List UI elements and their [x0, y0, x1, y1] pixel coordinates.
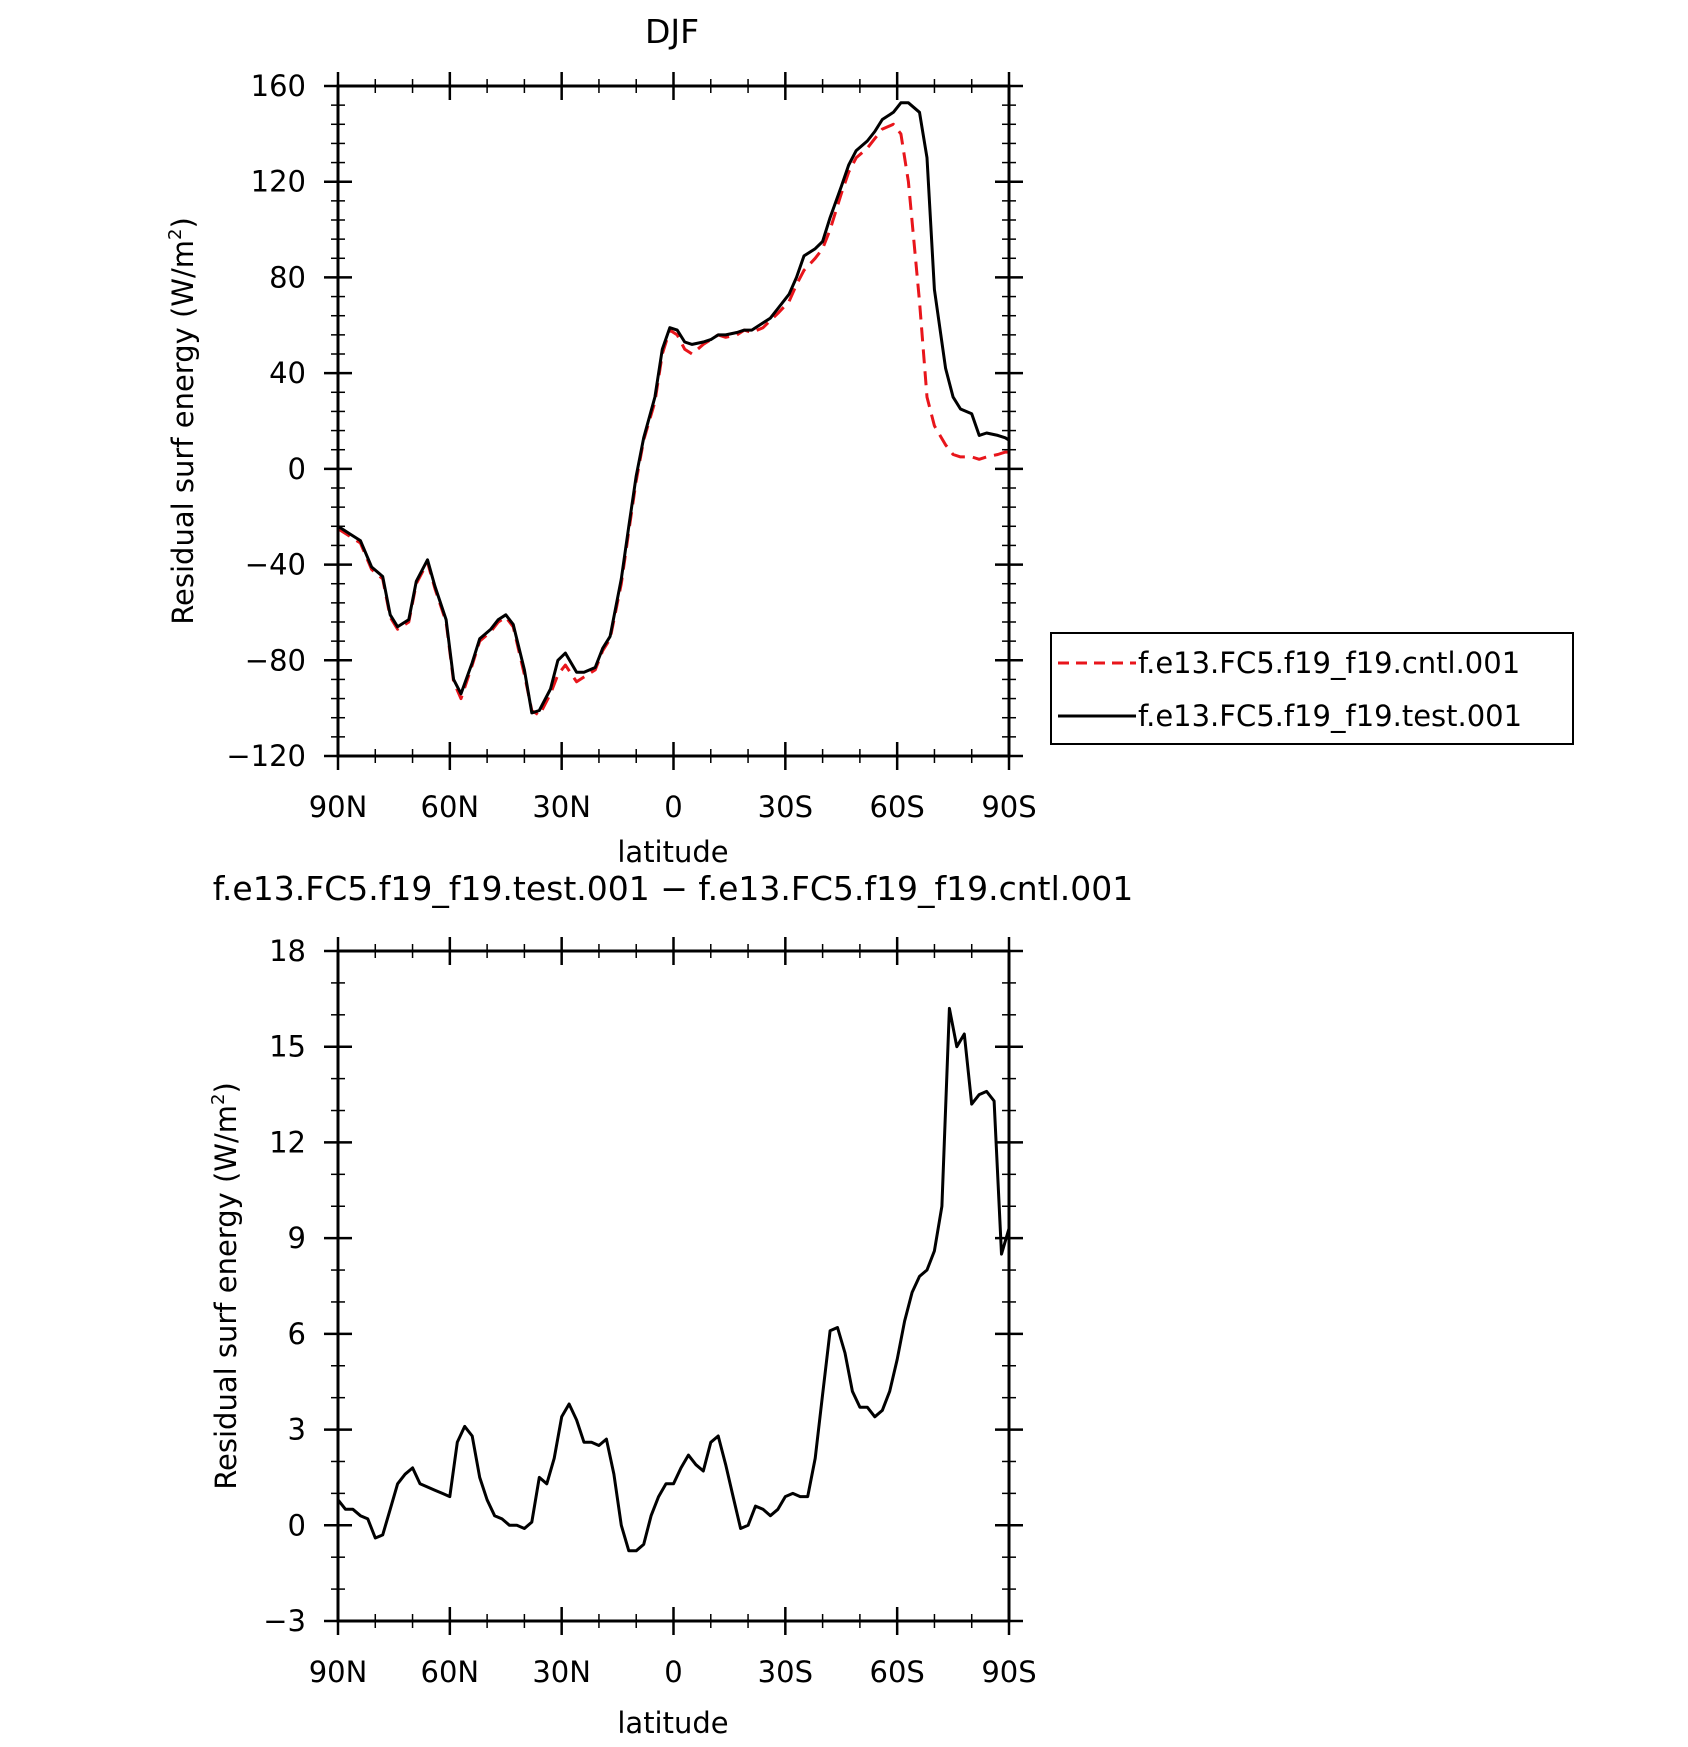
bottom-y-tick-labels: 18 15 12 9 6 3 0 −3 [263, 934, 306, 1638]
top-y-tick-labels: 160 120 80 40 0 −40 −80 −120 [226, 69, 306, 773]
bottom-y-tick-label: −3 [263, 1604, 306, 1638]
top-x-tick-label: 90N [309, 790, 368, 824]
bottom-plot-frame [336, 949, 1011, 1623]
bottom-y-axis-label-sup: 2 [208, 1094, 229, 1105]
bottom-x-tick-label: 90N [309, 1655, 368, 1689]
top-x-axis-label: latitude [617, 835, 728, 869]
bottom-x-tick-label: 30N [532, 1655, 591, 1689]
bottom-x-tick-label: 0 [664, 1655, 682, 1689]
top-y-axis-label-main: Residual surf energy (W/m [166, 240, 200, 625]
bottom-x-tick-label: 90S [981, 1655, 1036, 1689]
top-x-tick-label: 0 [664, 790, 682, 824]
top-chart-ticks [324, 72, 1023, 770]
bottom-x-tick-label: 30S [758, 1655, 813, 1689]
bottom-y-tick-label: 0 [288, 1508, 306, 1542]
bottom-y-tick-label: 6 [288, 1317, 306, 1351]
bottom-y-tick-label: 9 [288, 1221, 306, 1255]
bottom-chart-title: f.e13.FC5.f19_f19.test.001 − f.e13.FC5.f… [213, 869, 1134, 908]
bottom-chart-panel: f.e13.FC5.f19_f19.test.001 − f.e13.FC5.f… [208, 869, 1133, 1740]
top-y-axis-label-sup: 2 [165, 229, 186, 240]
top-y-axis-label-close: ) [166, 217, 200, 228]
top-x-tick-label: 60S [870, 790, 925, 824]
bottom-chart-series [336, 1006, 1011, 1553]
bottom-y-tick-label: 3 [288, 1413, 306, 1447]
top-y-tick-label: −120 [226, 739, 306, 773]
top-chart-series [337, 101, 1010, 717]
top-chart-panel: DJF 160 120 80 40 0 −40 −80 −120 90N 60N 30N 0 30S 6… [165, 12, 1574, 869]
bottom-series-line-0 [336, 1006, 1011, 1553]
legend-label-test: f.e13.FC5.f19_f19.test.001 [1138, 699, 1522, 733]
top-y-tick-label: 40 [269, 356, 306, 390]
top-y-tick-label: 0 [288, 452, 306, 486]
top-y-tick-label: 160 [251, 69, 306, 103]
top-y-tick-label: −40 [245, 548, 306, 582]
top-y-tick-label: 80 [269, 260, 306, 294]
top-x-tick-label: 90S [981, 790, 1036, 824]
bottom-y-axis-label-close: ) [209, 1082, 243, 1093]
bottom-y-tick-label: 15 [269, 1030, 306, 1064]
top-x-tick-label: 30N [532, 790, 591, 824]
bottom-x-axis-label: latitude [617, 1706, 728, 1740]
top-chart-title: DJF [645, 12, 699, 51]
top-x-tick-labels: 90N 60N 30N 0 30S 60S 90S [309, 790, 1037, 824]
legend-box [1050, 632, 1574, 745]
bottom-chart-ticks [324, 937, 1023, 1635]
bottom-y-axis-label: Residual surf energy (W/m2) [208, 1082, 243, 1490]
top-x-tick-label: 60N [421, 790, 480, 824]
legend: f.e13.FC5.f19_f19.cntl.001 f.e13.FC5.f19… [1050, 632, 1574, 745]
bottom-x-tick-label: 60N [421, 1655, 480, 1689]
top-y-tick-label: 120 [251, 165, 306, 199]
top-y-tick-label: −80 [245, 643, 306, 677]
top-plot-frame [336, 84, 1011, 758]
top-x-tick-label: 30S [758, 790, 813, 824]
legend-label-cntl: f.e13.FC5.f19_f19.cntl.001 [1138, 646, 1520, 680]
bottom-x-tick-label: 60S [870, 1655, 925, 1689]
bottom-y-tick-label: 18 [269, 934, 306, 968]
top-series-line-0 [337, 122, 1009, 717]
top-y-axis-label: Residual surf energy (W/m2) [165, 217, 200, 625]
bottom-y-tick-label: 12 [269, 1125, 306, 1159]
bottom-y-axis-label-main: Residual surf energy (W/m [209, 1105, 243, 1490]
top-series-line-1 [337, 101, 1010, 715]
bottom-x-tick-labels: 90N 60N 30N 0 30S 60S 90S [309, 1655, 1037, 1689]
